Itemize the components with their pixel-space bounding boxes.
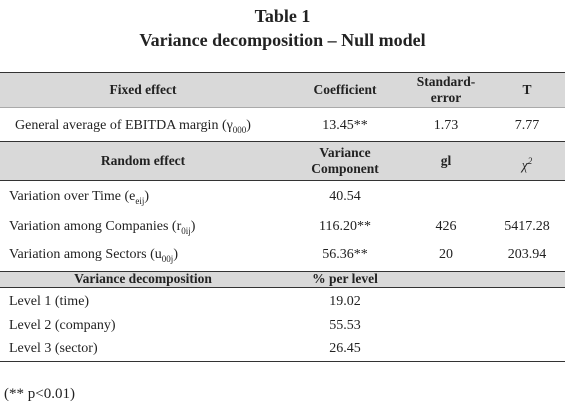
column-header: Variance Component	[311, 145, 379, 177]
label-sub: eij	[135, 195, 145, 206]
header-line: χ2	[522, 153, 532, 174]
label-text: Variation among Sectors (u	[9, 247, 162, 262]
header-text: χ	[521, 157, 528, 172]
header-line: Variance decomposition	[74, 271, 212, 286]
column-header: Fixed effect	[109, 82, 176, 98]
header-line: Variance	[319, 144, 371, 160]
label-text: Level 1 (time)	[9, 294, 90, 309]
cell-value: 426	[435, 219, 457, 234]
label-sub: 000	[232, 124, 247, 135]
header-line: % per level	[312, 271, 378, 286]
cell-value: 55.53	[329, 318, 361, 333]
rule	[0, 141, 565, 142]
cell-value: 19.02	[329, 294, 361, 309]
header-band	[0, 72, 565, 107]
label-sub: 00j	[161, 253, 174, 264]
label-text: General average of EBITDA margin (γ	[15, 118, 233, 133]
cell-value: 1.73	[433, 118, 459, 133]
row-label: Variation over Time (eeij)	[9, 189, 149, 209]
cell-value: 5417.28	[504, 219, 550, 234]
column-header: T	[522, 82, 531, 98]
label-text: Variation over Time (e	[9, 189, 136, 204]
rule	[0, 72, 565, 73]
rule	[0, 107, 565, 108]
cell-value: 26.45	[329, 341, 361, 356]
header-band	[0, 141, 565, 180]
label-end: )	[173, 247, 178, 262]
header-line: Component	[311, 160, 379, 176]
rule	[0, 361, 565, 362]
column-header: Coefficient	[314, 82, 377, 98]
subtitle: Variance decomposition – Null model	[139, 30, 426, 50]
header-line: Fixed effect	[109, 81, 177, 97]
cell-value: 56.36**	[322, 247, 368, 262]
label-end: )	[246, 118, 251, 133]
rule	[0, 287, 565, 288]
row-label: Level 3 (sector)	[9, 341, 98, 357]
cell-value: 13.45**	[322, 118, 368, 133]
cell-value: 116.20**	[319, 219, 371, 234]
column-header: Variance decomposition	[74, 271, 212, 287]
label-end: )	[190, 219, 196, 234]
row-label: Level 2 (company)	[9, 318, 116, 334]
rule	[0, 271, 565, 272]
label-text: Variation among Companies (r	[9, 219, 182, 234]
header-line: T	[522, 81, 532, 97]
column-header: % per level	[312, 271, 378, 287]
label-text: Level 2 (company)	[9, 318, 116, 333]
header-line: error	[430, 89, 462, 105]
row-label: Variation among Companies (r0ij)	[9, 219, 195, 239]
label-end: )	[144, 189, 150, 204]
row-label: Variation among Sectors (u00j)	[9, 247, 178, 267]
label-text: Level 3 (sector)	[9, 341, 98, 356]
rule	[0, 180, 565, 181]
cell-value: 40.54	[329, 189, 361, 204]
header-line: Coefficient	[313, 81, 377, 97]
header-band	[0, 271, 565, 287]
footnote: (** p<0.01)	[4, 386, 75, 402]
column-header: χ2	[522, 153, 532, 174]
header-line: Standard-	[416, 73, 476, 89]
row-label: Level 1 (time)	[9, 294, 89, 310]
cell-value: 203.94	[507, 247, 547, 262]
cell-value: 7.77	[514, 118, 540, 133]
column-header: Standard-error	[417, 74, 476, 106]
column-header: Random effect	[101, 153, 185, 169]
label-sub: 0ij	[181, 225, 191, 236]
row-label: General average of EBITDA margin (γ000)	[15, 118, 251, 138]
cell-value: 20	[439, 247, 453, 262]
column-header: gl	[441, 153, 452, 169]
header-line: Random effect	[100, 152, 186, 168]
header-sup: 2	[527, 155, 533, 166]
header-line: gl	[440, 152, 452, 168]
title: Table 1	[254, 6, 311, 26]
